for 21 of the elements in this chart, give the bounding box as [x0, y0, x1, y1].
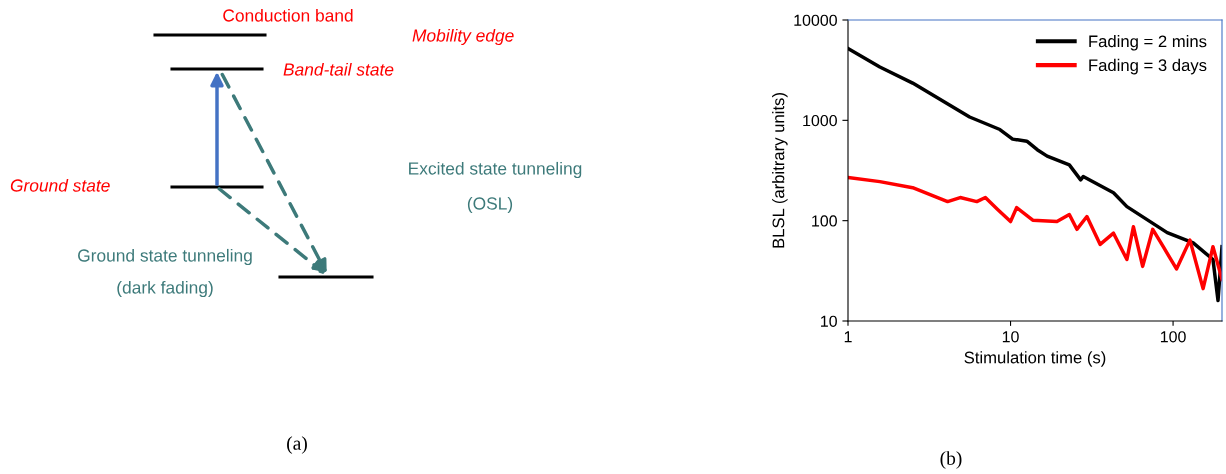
- text: Mobility edge: [412, 28, 514, 46]
- text: Excited state tunneling: [409, 161, 582, 179]
- text: Ground state: [10, 178, 110, 192]
- text: (b): [940, 451, 962, 469]
- text: Ground state tunneling: [78, 248, 252, 266]
- legend-label: Fading = 2 mins: [1089, 35, 1207, 51]
- text: Band-tail state: [283, 62, 394, 76]
- text: (OSL): [467, 196, 513, 214]
- x-tick-label: 10: [1002, 331, 1019, 343]
- y-tick-label: 10: [821, 315, 837, 327]
- x-tick-label: 100: [1160, 331, 1186, 343]
- y-tick-label: 100: [812, 215, 837, 227]
- y-axis-title: BLSL (arbitrary units): [772, 93, 788, 248]
- legend-label: Fading = 3 days: [1089, 58, 1207, 75]
- x-tick-label: 1: [844, 331, 852, 343]
- text: Conduction band: [223, 8, 353, 22]
- y-tick-label: 1000: [803, 114, 837, 127]
- y-tick-label: 10000: [794, 14, 837, 26]
- text: (dark fading): [117, 280, 213, 298]
- text: (a): [287, 436, 307, 454]
- x-axis-title: Stimulation time (s): [964, 351, 1106, 367]
